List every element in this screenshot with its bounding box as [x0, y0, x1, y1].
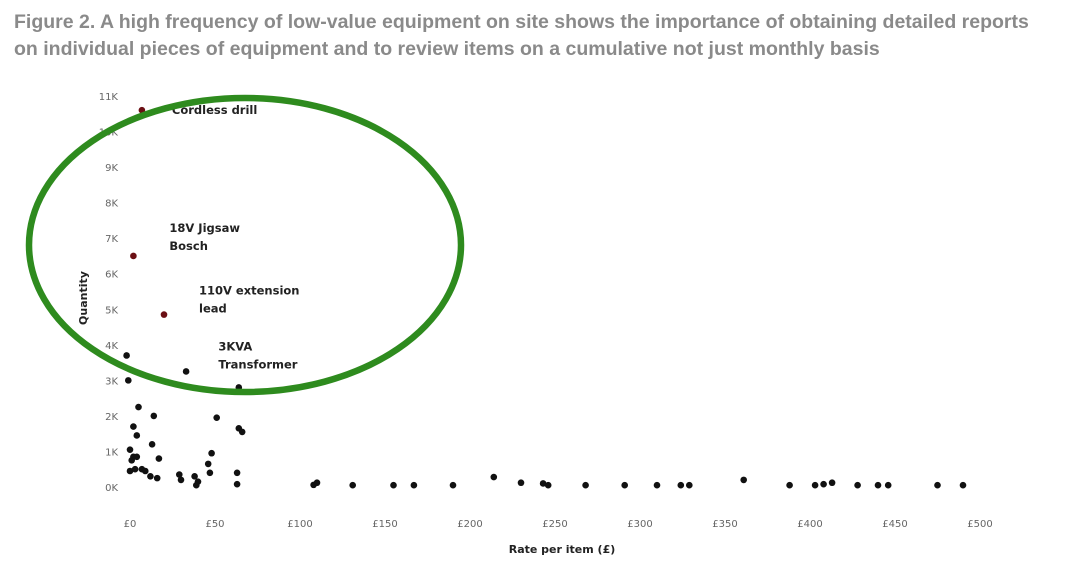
x-tick-label: £100	[287, 519, 312, 530]
x-tick-label: £450	[882, 519, 907, 530]
y-axis-label: Quantity	[77, 271, 90, 325]
annotations: 3KVA Transformer	[218, 340, 297, 372]
data-point	[233, 469, 241, 477]
data-point	[653, 481, 661, 489]
x-tick-label: £200	[457, 519, 482, 530]
highlight-ellipse	[25, 94, 465, 396]
annotation-label: 3KVA Transformer	[218, 340, 297, 372]
data-point	[686, 481, 693, 489]
data-point	[133, 432, 141, 439]
y-tick-label: 2K	[105, 412, 118, 423]
x-tick-label: £150	[372, 519, 397, 530]
data-point	[126, 467, 134, 475]
data-point	[123, 352, 130, 359]
y-tick-label: 8K	[105, 199, 118, 210]
data-point	[544, 481, 552, 489]
data-point	[884, 481, 892, 489]
data-point	[390, 481, 397, 489]
data-point	[233, 480, 241, 488]
highlighted-point	[160, 311, 168, 318]
data-point	[147, 473, 154, 480]
data-point	[410, 481, 418, 489]
y-tick-label: 1K	[105, 447, 118, 458]
data-point	[131, 465, 139, 473]
y-tick-label: 11K	[99, 92, 119, 103]
data-point	[126, 446, 134, 453]
x-tick-label: £0	[124, 519, 137, 530]
data-point	[854, 481, 861, 489]
data-point	[517, 479, 525, 487]
data-point	[349, 481, 357, 489]
data-point	[135, 403, 142, 411]
x-tick-label: £400	[797, 519, 822, 530]
data-point	[213, 414, 220, 421]
y-tick-label: 6K	[105, 270, 118, 281]
x-tick-label: £50	[205, 519, 224, 530]
data-point	[130, 423, 137, 430]
data-point	[677, 481, 685, 489]
data-point	[208, 449, 215, 457]
x-tick-label: £350	[712, 519, 737, 530]
y-tick-label: 3K	[105, 376, 118, 387]
data-point	[155, 455, 163, 462]
highlighted-points: Cordless drill 18V Jigsaw Bosch 110V extens…	[130, 103, 300, 318]
data-point	[176, 471, 183, 478]
data-point	[128, 457, 135, 464]
data-point	[193, 481, 200, 489]
y-tick-label: 4K	[105, 341, 118, 352]
data-point	[621, 481, 628, 489]
data-point	[820, 480, 827, 488]
highlighted-point-label: 110V extension lead	[199, 284, 300, 316]
data-point	[582, 481, 589, 489]
data-point	[182, 368, 190, 375]
data-point	[959, 481, 967, 489]
data-point	[539, 480, 547, 487]
data-point	[177, 476, 185, 484]
data-point	[150, 412, 158, 420]
y-tick-label: 7K	[105, 234, 118, 245]
data-point	[238, 428, 246, 436]
x-axis-label: Rate per item (£)	[509, 543, 616, 556]
data-point	[828, 479, 836, 487]
x-axis-ticks: £0 £50 £100 £150 £200 £250 £300 £350 £400 £450 £50…	[124, 519, 993, 530]
data-point	[204, 460, 212, 468]
data-point	[125, 377, 132, 384]
y-tick-label: 9K	[105, 163, 118, 174]
y-tick-label: 0K	[105, 483, 118, 494]
data-point	[490, 473, 498, 481]
data-point	[934, 481, 941, 489]
data-point	[313, 479, 321, 487]
data-point	[191, 473, 198, 480]
data-point	[206, 469, 214, 477]
highlighted-point-label: Cordless drill	[172, 103, 257, 117]
data-point	[811, 481, 819, 489]
data-point	[148, 441, 156, 448]
data-point	[740, 476, 747, 484]
highlighted-point-label: 18V Jigsaw Bosch	[169, 221, 240, 253]
data-point	[449, 481, 457, 489]
data-point	[874, 481, 882, 489]
data-point	[142, 467, 149, 475]
data-point	[133, 453, 141, 461]
data-points	[123, 352, 967, 489]
figure-title: Figure 2. A high frequency of low-value …	[14, 11, 1029, 60]
y-tick-label: 5K	[105, 305, 118, 316]
x-tick-label: £300	[627, 519, 652, 530]
x-tick-label: £250	[542, 519, 567, 530]
data-point	[153, 474, 161, 482]
x-tick-label: £500	[967, 519, 992, 530]
highlighted-point	[130, 252, 137, 260]
data-point	[786, 481, 793, 489]
